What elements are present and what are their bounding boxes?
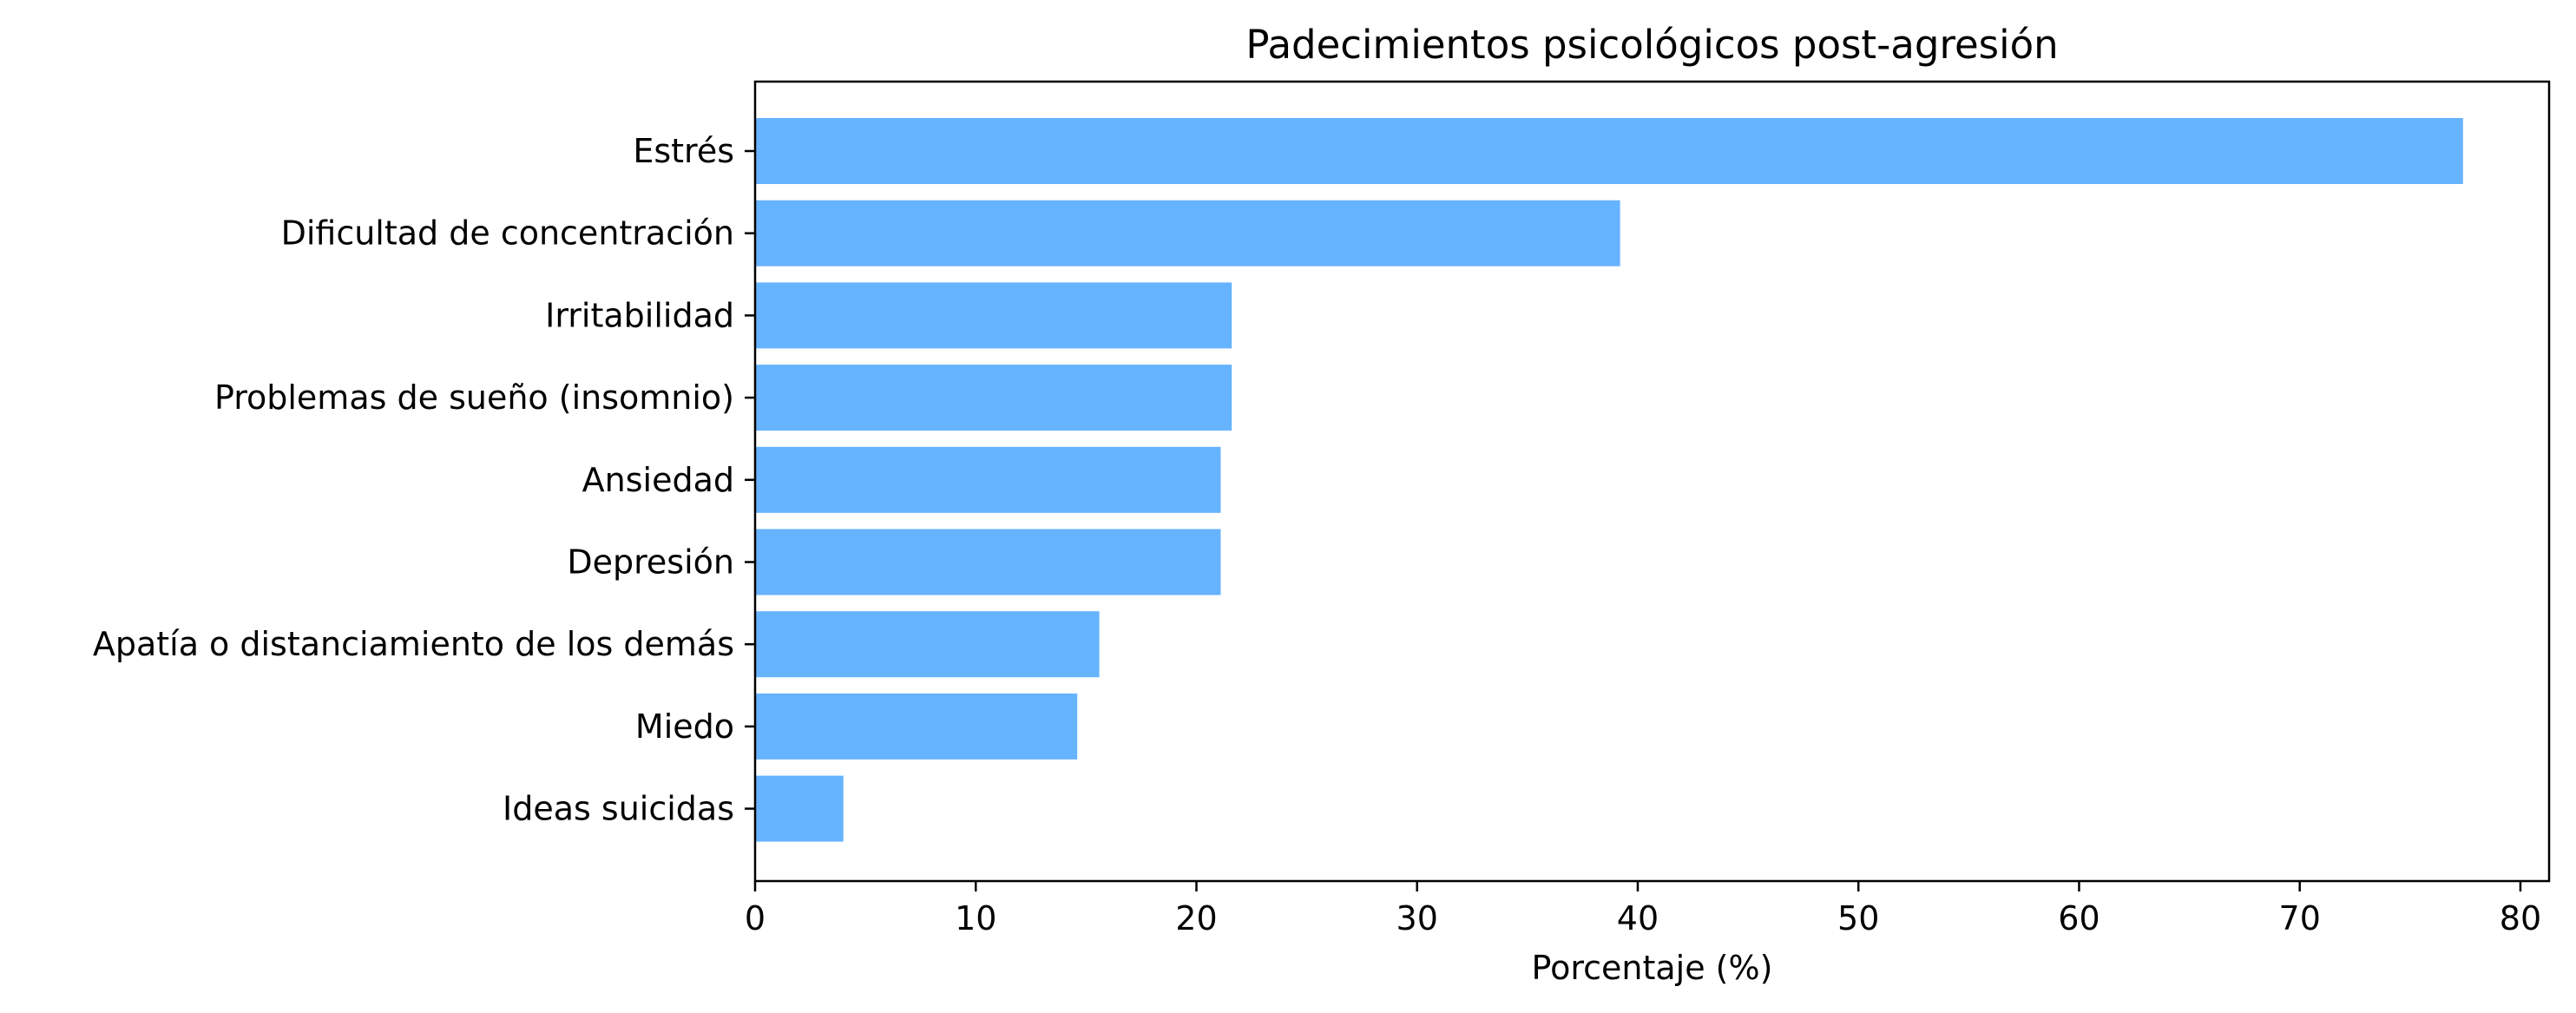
bar: [755, 611, 1100, 678]
y-tick-label: Depresión: [567, 543, 734, 582]
x-tick-label: 60: [2058, 899, 2100, 937]
bar: [755, 365, 1232, 431]
y-tick-label: Apatía o distanciamiento de los demás: [93, 625, 734, 663]
x-tick-label: 80: [2500, 899, 2541, 937]
bar: [755, 775, 844, 842]
bar: [755, 529, 1221, 595]
x-tick-label: 10: [955, 899, 996, 937]
bar: [755, 446, 1221, 513]
x-tick-label: 0: [745, 899, 766, 937]
bar: [755, 118, 2463, 184]
x-axis-label: Porcentaje (%): [1532, 949, 1773, 987]
plot-frame: [753, 80, 2551, 883]
x-tick-label: 50: [1837, 899, 1879, 937]
bar: [755, 282, 1232, 349]
y-tick-label: Ansiedad: [582, 461, 734, 499]
y-tick-label: Estrés: [633, 132, 734, 170]
y-tick-label: Dificultad de concentración: [281, 214, 734, 253]
x-tick-label: 30: [1396, 899, 1438, 937]
bar: [755, 200, 1620, 266]
chart-title: Padecimientos psicológicos post-agresión: [1245, 22, 2058, 68]
y-tick-label: Ideas suicidas: [503, 790, 734, 828]
y-tick-label: Miedo: [635, 707, 734, 746]
x-tick-label: 20: [1175, 899, 1217, 937]
y-tick-label: Problemas de sueño (insomnio): [214, 378, 734, 417]
y-axis: Estrés Dificultad de concentración Irritab…: [93, 132, 755, 828]
bars-layer: [755, 118, 2463, 842]
bar: [755, 693, 1078, 760]
x-tick-label: 40: [1617, 899, 1659, 937]
x-axis: 0 10 20 30 40 50 60 70 80: [745, 881, 2541, 937]
x-tick-label: 70: [2279, 899, 2321, 937]
y-tick-label: Irritabilidad: [545, 296, 734, 334]
